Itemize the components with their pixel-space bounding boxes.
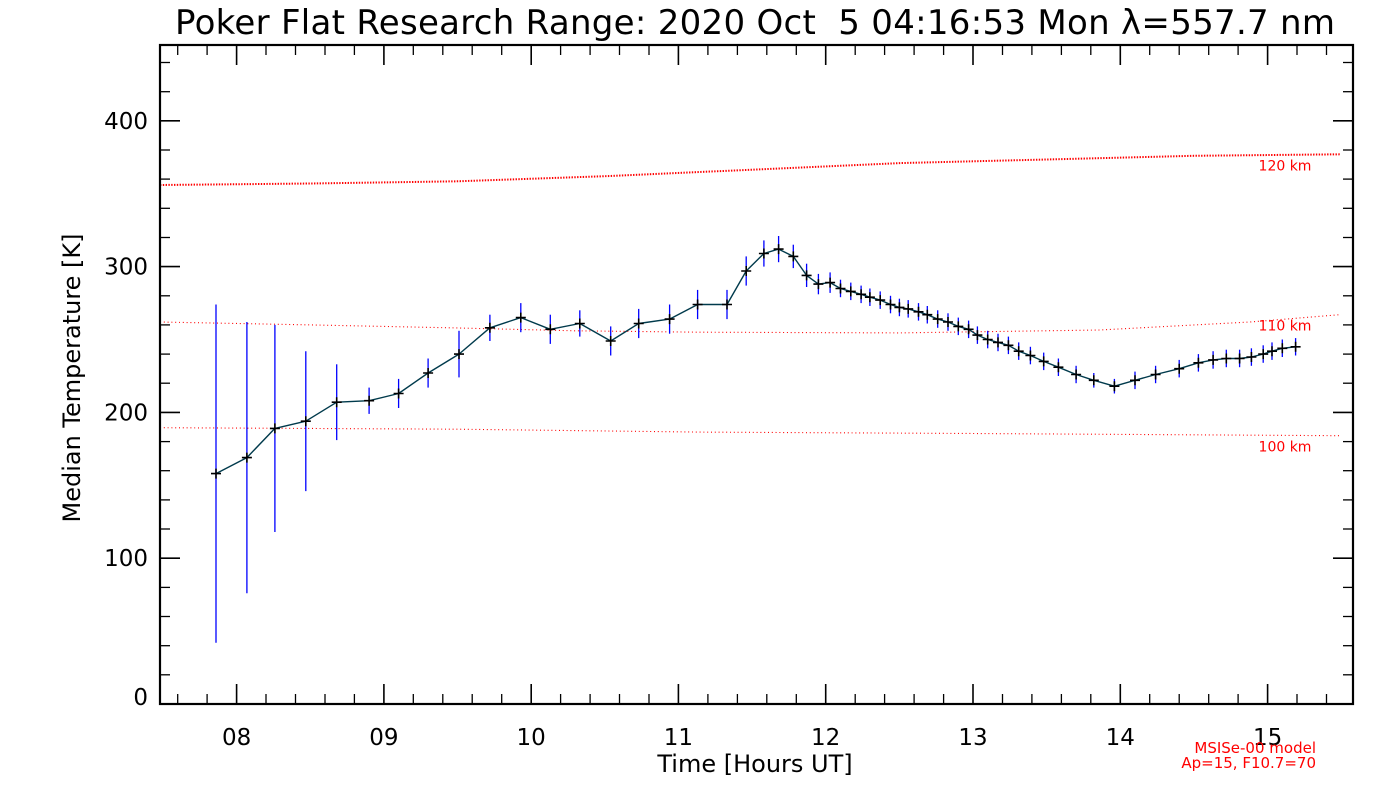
- y-tick-label: 0: [133, 685, 148, 711]
- data-point: [1038, 356, 1049, 367]
- x-tick-label: 09: [369, 725, 398, 751]
- data-point: [454, 349, 464, 360]
- data-point: [692, 299, 703, 310]
- x-tick-label: 08: [222, 725, 251, 751]
- data-point: [864, 292, 875, 303]
- data-point: [269, 423, 280, 434]
- data-point: [813, 279, 824, 290]
- data-point: [633, 318, 644, 329]
- data-point: [953, 321, 964, 332]
- data-point: [1267, 346, 1277, 357]
- data-point: [664, 314, 675, 325]
- data-point: [1130, 375, 1140, 386]
- data-point: [894, 302, 905, 313]
- data-point: [972, 330, 983, 341]
- x-tick-label: 10: [517, 725, 546, 751]
- data-point: [741, 266, 752, 276]
- data-point: [393, 388, 404, 399]
- data-point: [331, 397, 342, 408]
- data-point: [484, 322, 495, 333]
- data-point: [885, 299, 896, 310]
- data-point: [1025, 350, 1036, 361]
- model-line-100-km: [159, 427, 1340, 437]
- data-point: [1208, 354, 1219, 365]
- x-tick-label: 11: [664, 725, 693, 751]
- temperature-line: [215, 248, 1296, 475]
- data-point: [545, 324, 556, 335]
- x-tick-label: 12: [811, 725, 840, 751]
- model-name-note: MSISe-00 model: [1194, 739, 1316, 757]
- x-tick-label: 13: [958, 725, 987, 751]
- data-point: [364, 395, 375, 406]
- model-label-110-km: 110 km: [1259, 319, 1312, 335]
- chart-title: Poker Flat Research Range: 2020 Oct 5 04…: [175, 3, 1335, 43]
- axes: 08 09 10 11 12 13 14 15 0 100 200 300 400: [104, 45, 1353, 751]
- data-point: [300, 416, 311, 427]
- data-point: [1150, 369, 1161, 380]
- data-point: [1071, 369, 1082, 380]
- data-point: [574, 318, 585, 329]
- data-point: [856, 289, 867, 300]
- model-line-120-km: [159, 153, 1340, 186]
- y-tick-label: 100: [104, 546, 148, 572]
- data-point: [241, 452, 252, 463]
- data-point: [1109, 381, 1120, 392]
- data-point: [845, 286, 856, 297]
- data-point: [835, 283, 846, 294]
- model-parameters-note: Ap=15, F10.7=70: [1181, 754, 1316, 772]
- data-point: [1088, 375, 1099, 386]
- data-point: [1003, 340, 1014, 351]
- data-point: [1234, 353, 1245, 364]
- temperature-series: [211, 236, 1301, 643]
- data-point: [423, 368, 434, 378]
- plot-frame: [158, 43, 1355, 706]
- data-point: [932, 314, 943, 325]
- data-point: [1258, 349, 1269, 360]
- y-tick-label: 400: [104, 109, 148, 135]
- data-point: [982, 334, 993, 345]
- data-point: [801, 270, 812, 281]
- data-point: [913, 306, 924, 317]
- x-tick-label: 14: [1106, 725, 1135, 751]
- data-point: [825, 277, 836, 288]
- y-axis-label: Median Temperature [K]: [58, 233, 86, 522]
- data-point: [903, 303, 914, 314]
- data-point: [722, 299, 732, 310]
- model-lines: 120 km 110 km 100 km: [159, 153, 1340, 456]
- data-point: [515, 312, 526, 323]
- data-point: [1246, 352, 1257, 362]
- data-point: [993, 337, 1003, 348]
- data-point: [1277, 343, 1288, 354]
- y-tick-label: 200: [104, 400, 148, 426]
- data-point: [875, 295, 886, 306]
- y-tick-label: 300: [104, 255, 148, 281]
- data-point: [1013, 346, 1024, 357]
- data-point: [1053, 362, 1064, 373]
- x-axis-label: Time [Hours UT]: [656, 750, 852, 778]
- x-tick-label: 15: [1253, 725, 1282, 751]
- data-point: [788, 251, 799, 262]
- data-point: [1193, 357, 1204, 368]
- model-label-100-km: 100 km: [1259, 440, 1312, 456]
- data-point: [773, 244, 784, 255]
- data-point: [1221, 353, 1232, 364]
- data-point: [758, 248, 769, 259]
- model-label-120-km: 120 km: [1259, 158, 1312, 174]
- data-point: [1290, 341, 1301, 352]
- data-point: [963, 324, 974, 335]
- data-point: [943, 317, 953, 327]
- data-point: [211, 468, 221, 479]
- data-point: [1174, 363, 1185, 374]
- data-point: [605, 336, 616, 346]
- data-point: [922, 309, 933, 320]
